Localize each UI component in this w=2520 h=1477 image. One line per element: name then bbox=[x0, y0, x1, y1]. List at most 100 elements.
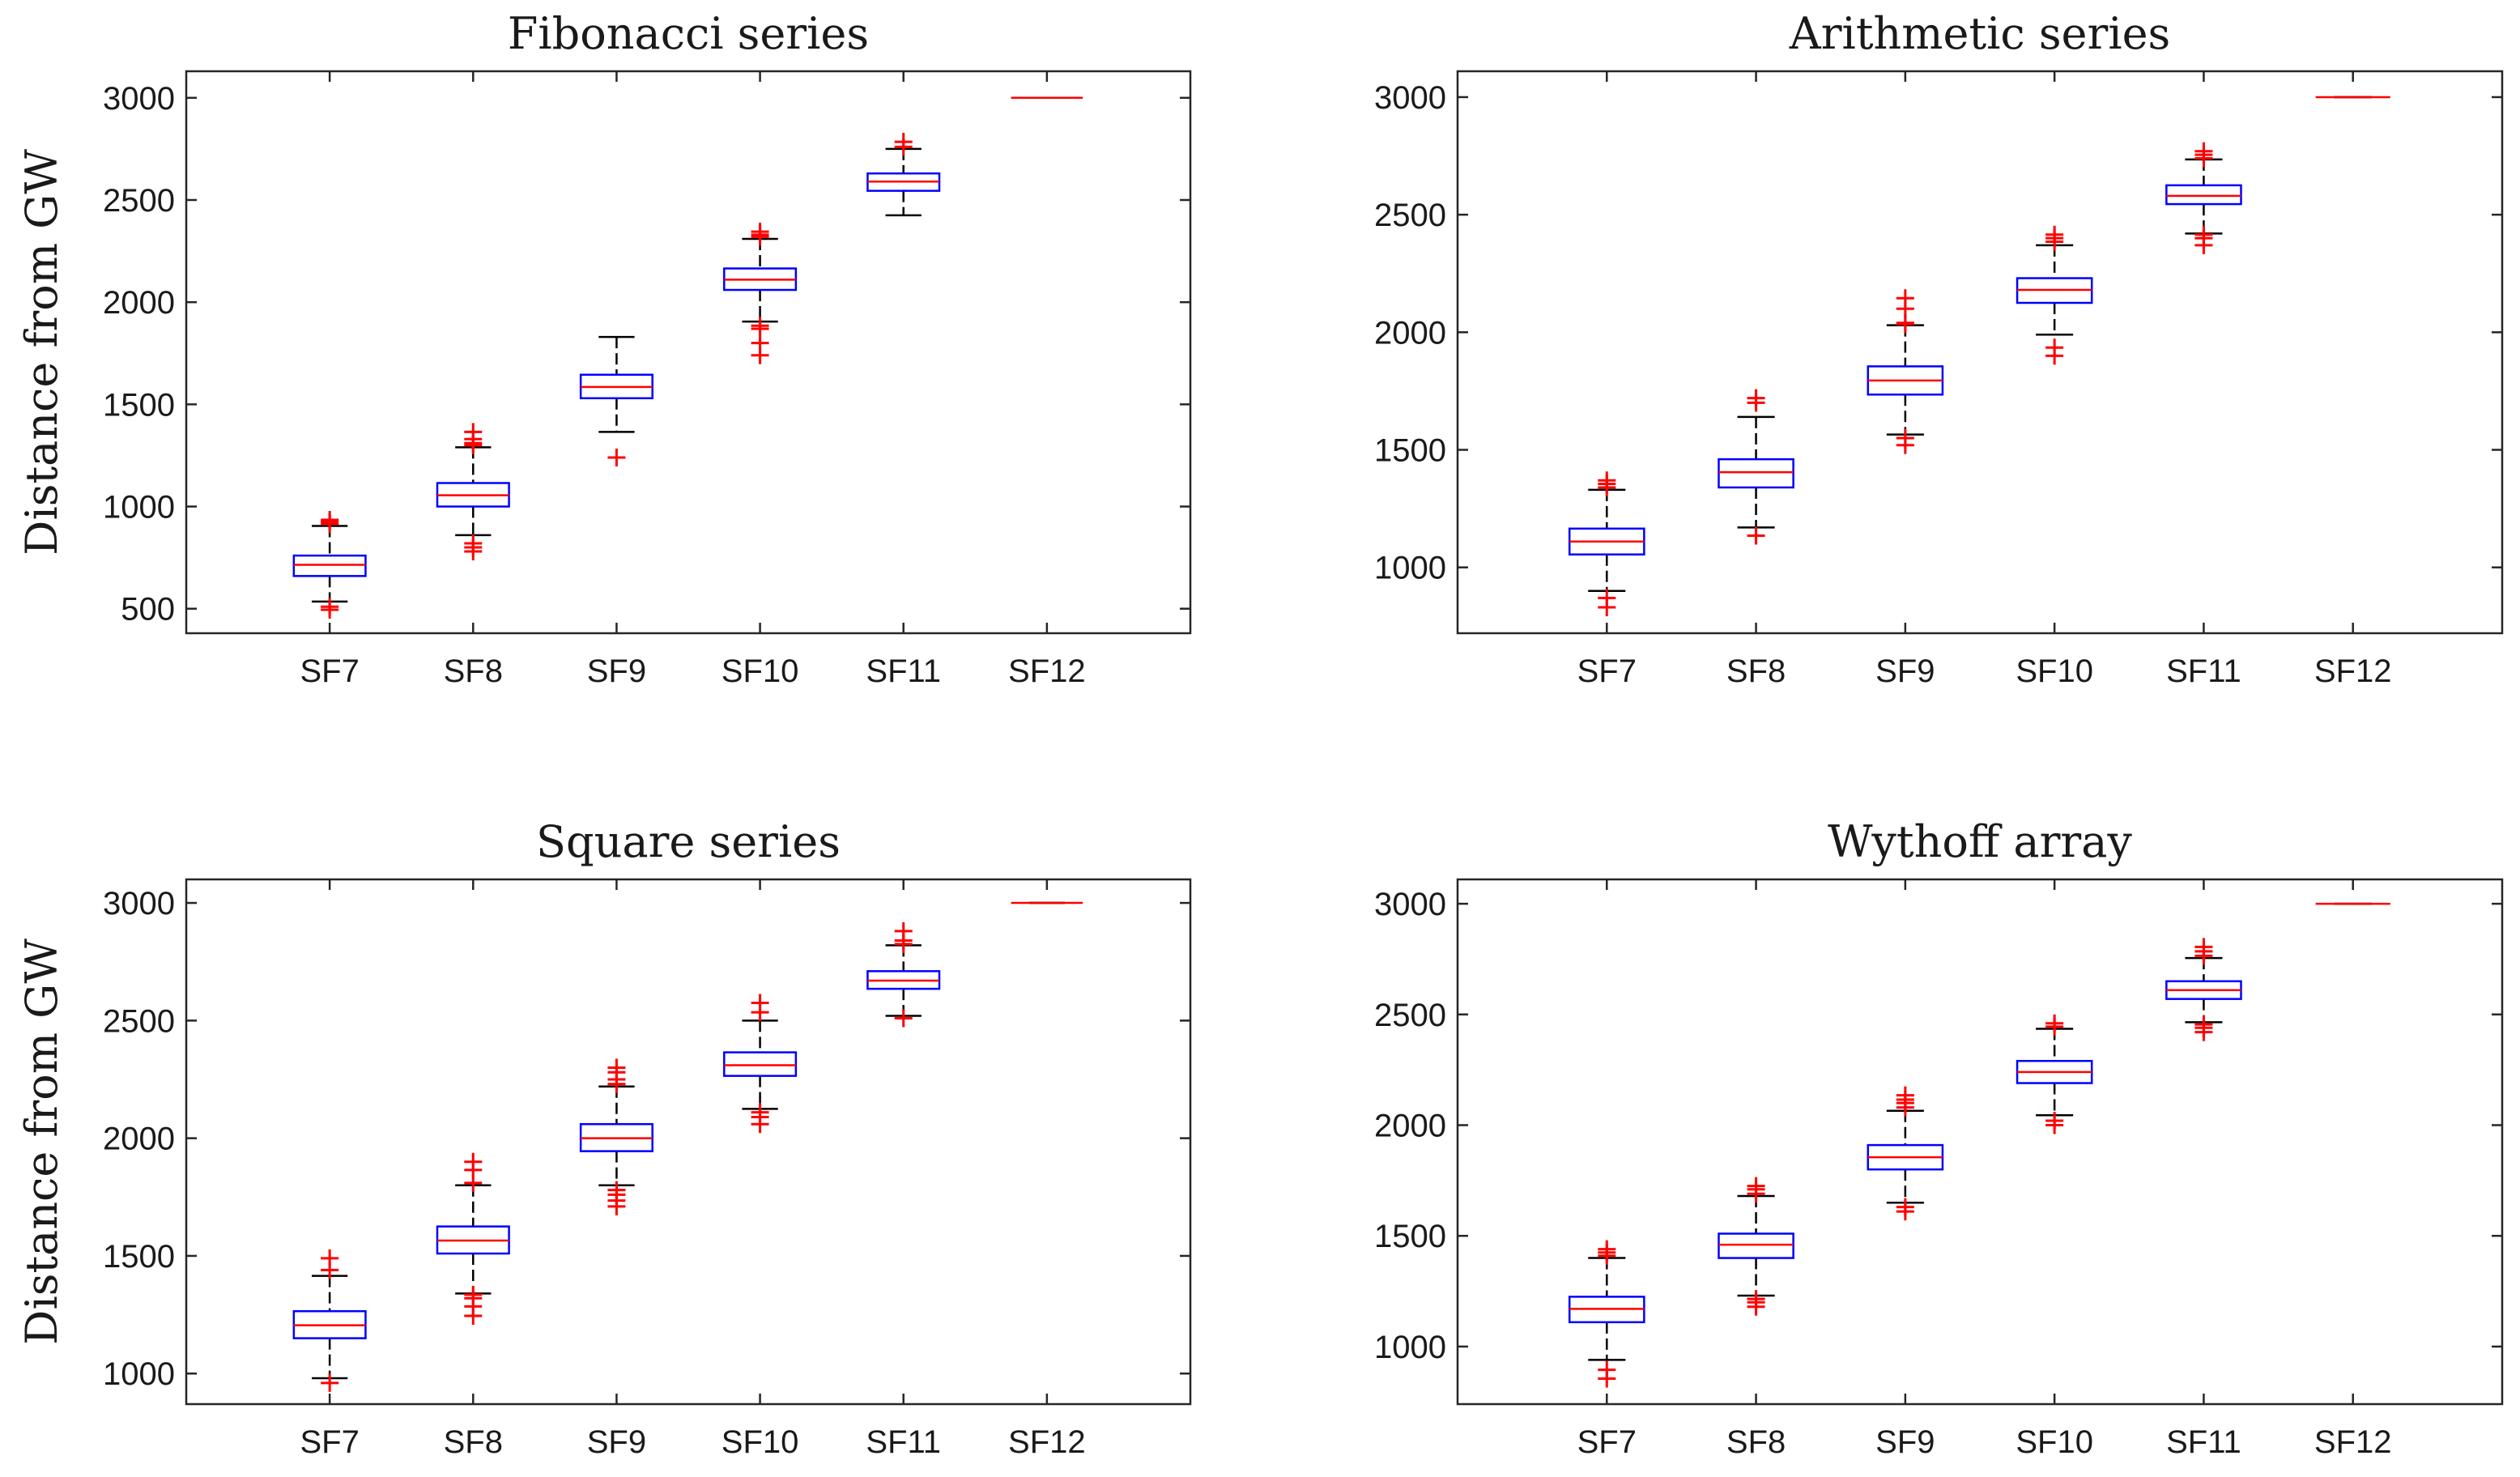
outlier-marker bbox=[464, 423, 483, 441]
iqr-box bbox=[723, 1051, 798, 1077]
y-axis-label: Distance from GW bbox=[16, 149, 67, 555]
chart-title: Square series bbox=[536, 816, 841, 867]
y-tick-label: 1500 bbox=[103, 387, 175, 423]
box-SF7 bbox=[292, 1249, 367, 1392]
box-SF11 bbox=[866, 133, 941, 217]
x-tick-label: SF11 bbox=[866, 1424, 941, 1460]
x-tick-label: SF12 bbox=[1008, 1424, 1086, 1460]
plot-frame bbox=[1456, 878, 2504, 1406]
x-tick-label: SF8 bbox=[444, 653, 503, 689]
box-SF10 bbox=[723, 223, 798, 364]
y-tick-label: 2500 bbox=[1374, 998, 1446, 1033]
outlier-marker bbox=[464, 534, 483, 552]
box-SF10 bbox=[2016, 1014, 2093, 1134]
outlier-marker bbox=[607, 1181, 626, 1199]
iqr-box bbox=[1718, 1232, 1794, 1259]
box-SF7 bbox=[1568, 471, 1645, 617]
x-tick-label: SF10 bbox=[2016, 1424, 2093, 1460]
chart-title: Wythoff array bbox=[1828, 816, 2132, 867]
x-tick-label: SF7 bbox=[1577, 1424, 1637, 1460]
outlier-marker bbox=[751, 223, 769, 241]
outlier-marker bbox=[751, 317, 769, 335]
y-tick-label: 2500 bbox=[1374, 198, 1446, 233]
box-SF9 bbox=[1867, 1086, 1944, 1221]
y-axis-label: Distance from GW bbox=[16, 939, 67, 1345]
outlier-marker bbox=[2045, 1112, 2064, 1130]
outlier-marker bbox=[2045, 225, 2064, 244]
y-tick-label: 2000 bbox=[103, 1122, 175, 1157]
outlier-marker bbox=[894, 133, 913, 151]
y-tick-label: 2000 bbox=[1374, 1108, 1446, 1143]
box-SF11 bbox=[2165, 938, 2242, 1041]
iqr-box bbox=[2165, 184, 2242, 206]
outlier-marker bbox=[607, 448, 626, 466]
x-tick-label: SF7 bbox=[300, 653, 359, 689]
outlier-marker bbox=[321, 1249, 339, 1267]
panel-square-series: Square series Distance from GW 1000 1500 200… bbox=[16, 816, 1192, 1460]
outlier-marker bbox=[2194, 142, 2213, 160]
outlier-marker bbox=[2194, 938, 2213, 956]
x-tick-label: SF8 bbox=[1726, 1424, 1786, 1460]
plot-frame bbox=[185, 70, 1192, 635]
box-SF8 bbox=[1718, 1177, 1794, 1316]
outlier-marker bbox=[894, 1009, 913, 1028]
y-tick-label: 2500 bbox=[103, 183, 175, 219]
box-SF10 bbox=[2016, 225, 2093, 365]
x-tick-label: SF8 bbox=[444, 1424, 503, 1460]
y-tick-label: 1500 bbox=[1374, 433, 1446, 469]
x-tick-label: SF9 bbox=[1875, 653, 1935, 689]
outlier-marker bbox=[2194, 225, 2213, 244]
outlier-marker bbox=[1747, 389, 1765, 407]
iqr-box bbox=[1718, 458, 1794, 489]
x-tick-label: SF12 bbox=[2314, 1424, 2392, 1460]
chart-title: Fibonacci series bbox=[508, 8, 869, 59]
outlier-marker bbox=[464, 1152, 483, 1171]
panel-arithmetic-series: Arithmetic series 1000 1500 2000 2500 3000 SF7… bbox=[1374, 8, 2504, 689]
y-tick-label: 1000 bbox=[103, 1356, 175, 1392]
y-tick-label: 1500 bbox=[1374, 1219, 1446, 1254]
outlier-marker bbox=[2045, 1014, 2064, 1032]
box-SF9 bbox=[1867, 289, 1944, 454]
plot-frame bbox=[1456, 70, 2504, 635]
y-tick-label: 3000 bbox=[103, 886, 175, 922]
y-tick-label: 2000 bbox=[103, 285, 175, 321]
box-SF8 bbox=[436, 1152, 510, 1326]
x-tick-label: SF10 bbox=[2016, 653, 2093, 689]
x-tick-label: SF11 bbox=[2166, 653, 2241, 689]
outlier-marker bbox=[2045, 338, 2064, 357]
outlier-marker bbox=[1598, 1240, 1616, 1258]
x-tick-label: SF11 bbox=[866, 653, 941, 689]
box-SF8 bbox=[1718, 389, 1794, 545]
x-tick-label: SF8 bbox=[1726, 653, 1786, 689]
outlier-marker bbox=[1896, 1198, 1914, 1216]
y-tick-label: 1000 bbox=[1374, 551, 1446, 586]
outlier-marker bbox=[321, 510, 339, 529]
box-SF8 bbox=[436, 423, 510, 561]
x-tick-label: SF10 bbox=[722, 1424, 799, 1460]
x-tick-label: SF7 bbox=[300, 1424, 359, 1460]
box-SF11 bbox=[866, 922, 941, 1028]
outlier-marker bbox=[1896, 1086, 1914, 1105]
box-SF7 bbox=[1568, 1240, 1645, 1388]
outlier-marker bbox=[1896, 289, 1914, 308]
box-SF11 bbox=[2165, 142, 2242, 254]
outlier-marker bbox=[321, 1373, 339, 1392]
outlier-marker bbox=[1747, 1177, 1765, 1195]
outlier-marker bbox=[464, 1285, 483, 1304]
x-tick-label: SF11 bbox=[2166, 1424, 2241, 1460]
outlier-marker bbox=[1598, 471, 1616, 490]
panel-fibonacci-series: Fibonacci series Distance from GW 500 1000 1… bbox=[16, 8, 1192, 689]
plot-frame bbox=[185, 878, 1192, 1406]
panel-wythoff-array: Wythoff array 1000 1500 2000 2500 3000 SF7 SF8 S… bbox=[1374, 816, 2504, 1460]
outlier-marker bbox=[2194, 1015, 2213, 1034]
outlier-marker bbox=[751, 994, 769, 1012]
box-SF9 bbox=[579, 1058, 653, 1215]
outlier-marker bbox=[1896, 428, 1914, 447]
outlier-marker bbox=[751, 1103, 769, 1122]
x-tick-label: SF12 bbox=[2314, 653, 2392, 689]
y-tick-label: 3000 bbox=[1374, 80, 1446, 116]
y-tick-label: 1500 bbox=[103, 1239, 175, 1275]
x-tick-label: SF9 bbox=[1875, 1424, 1935, 1460]
x-tick-label: SF7 bbox=[1577, 653, 1637, 689]
